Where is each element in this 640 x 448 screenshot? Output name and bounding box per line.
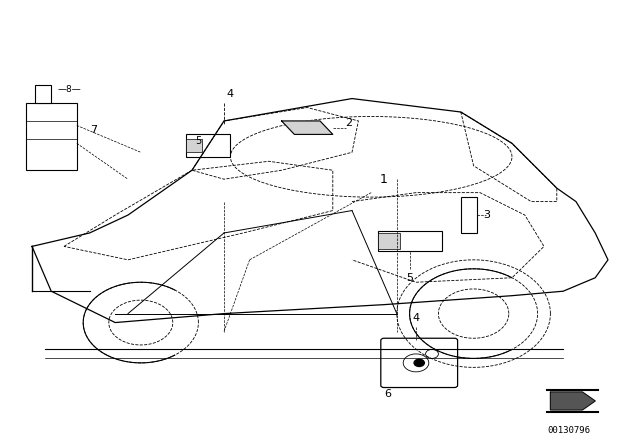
Polygon shape	[550, 392, 595, 410]
Text: 4: 4	[227, 89, 234, 99]
Bar	[186, 134, 230, 157]
Text: 00130796: 00130796	[547, 426, 590, 435]
Polygon shape	[282, 121, 333, 134]
Text: 2: 2	[346, 118, 353, 128]
Bar	[378, 231, 442, 251]
Text: 5: 5	[406, 273, 413, 283]
Bar	[35, 85, 51, 103]
Text: 1: 1	[380, 172, 388, 186]
FancyBboxPatch shape	[381, 338, 458, 388]
Bar	[186, 139, 202, 152]
Text: —8—: —8—	[58, 85, 81, 94]
Text: 7: 7	[90, 125, 97, 135]
Text: 4: 4	[412, 313, 420, 323]
Text: 3: 3	[483, 210, 490, 220]
Text: 5: 5	[195, 136, 202, 146]
Text: 6: 6	[384, 389, 391, 399]
Circle shape	[414, 359, 424, 366]
Bar	[26, 103, 77, 170]
Bar	[378, 233, 400, 249]
Bar	[461, 197, 477, 233]
